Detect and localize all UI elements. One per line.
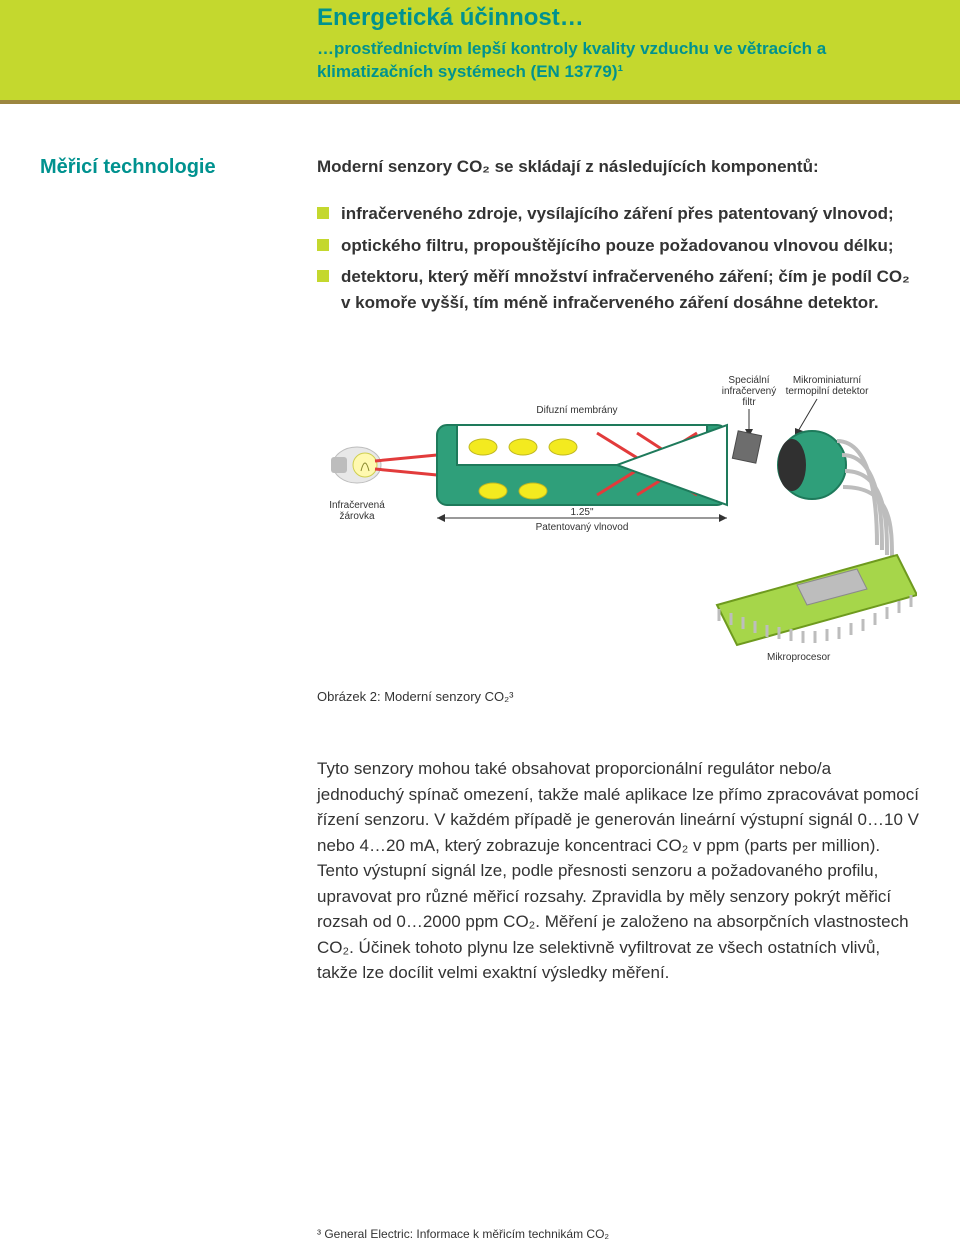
page-title: Energetická účinnost… bbox=[317, 4, 960, 32]
waveguide-label: Patentovaný vlnovod bbox=[536, 522, 629, 533]
filter-icon bbox=[732, 431, 761, 463]
microprocessor-icon bbox=[717, 555, 917, 645]
content-column: Moderní senzory CO₂ se skládají z násled… bbox=[317, 154, 920, 986]
intro-text: Moderní senzory CO₂ se skládají z násled… bbox=[317, 154, 920, 180]
svg-text:žárovka: žárovka bbox=[339, 511, 374, 522]
sensor-diagram: Difuzní membrány Speciální infračervený … bbox=[317, 375, 920, 706]
lamp-icon bbox=[331, 447, 381, 483]
diffusion-label: Difuzní membrány bbox=[536, 405, 617, 416]
svg-text:termopilní detektor: termopilní detektor bbox=[786, 386, 869, 397]
header-band: Energetická účinnost… …prostřednictvím l… bbox=[0, 0, 960, 104]
svg-text:Infračervená: Infračervená bbox=[329, 500, 385, 511]
page: Energetická účinnost… …prostřednictvím l… bbox=[0, 0, 960, 1255]
page-subtitle: …prostřednictvím lepší kontroly kvality … bbox=[317, 38, 877, 84]
waveguide-length: 1.25" bbox=[570, 507, 593, 518]
svg-text:Speciální: Speciální bbox=[728, 375, 769, 386]
cpu-label: Mikroprocesor bbox=[767, 652, 831, 663]
sensor-diagram-svg: Difuzní membrány Speciální infračervený … bbox=[317, 375, 917, 665]
list-item: optického filtru, propouštějícího pouze … bbox=[317, 233, 920, 259]
detector-icon bbox=[778, 431, 892, 560]
figure-caption: Obrázek 2: Moderní senzory CO₂³ bbox=[317, 687, 920, 707]
body: Měřicí technologie Moderní senzory CO₂ s… bbox=[0, 104, 960, 986]
svg-text:filtr: filtr bbox=[742, 397, 756, 408]
footnote: ³ General Electric: Informace k měřicím … bbox=[317, 1227, 609, 1241]
svg-text:Mikrominiaturní: Mikrominiaturní bbox=[793, 375, 862, 386]
body-paragraph: Tyto senzory mohou také obsahovat propor… bbox=[317, 756, 920, 986]
svg-text:infračervený: infračervený bbox=[722, 386, 776, 397]
list-item: detektoru, který měří množství infračerv… bbox=[317, 264, 920, 315]
section-heading: Měřicí technologie bbox=[40, 154, 317, 986]
waveguide-tube bbox=[437, 425, 727, 505]
component-list: infračerveného zdroje, vysílajícího záře… bbox=[317, 201, 920, 315]
list-item: infračerveného zdroje, vysílajícího záře… bbox=[317, 201, 920, 227]
